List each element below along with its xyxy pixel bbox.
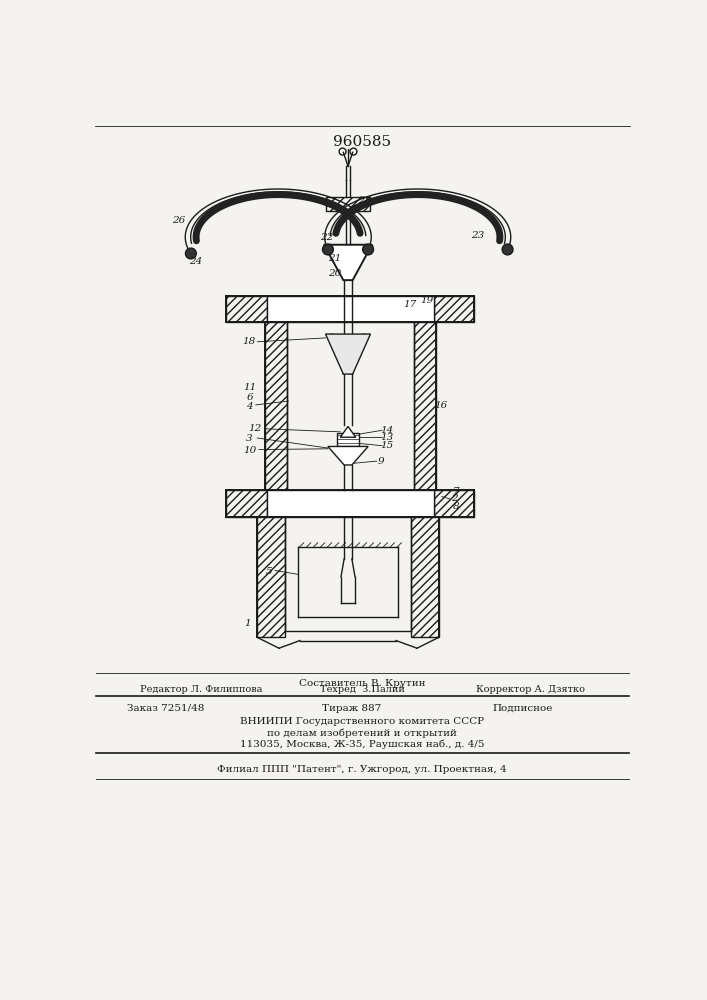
Bar bbox=[226, 490, 267, 517]
Text: 9: 9 bbox=[378, 457, 385, 466]
Text: Филиал ППП "Патент", г. Ужгород, ул. Проектная, 4: Филиал ППП "Патент", г. Ужгород, ул. Про… bbox=[217, 765, 507, 774]
Text: Техред  З.Палий: Техред З.Палий bbox=[320, 685, 404, 694]
Text: Редактор Л. Филиппова: Редактор Л. Филиппова bbox=[139, 685, 262, 694]
Polygon shape bbox=[324, 245, 372, 280]
Bar bbox=[414, 322, 436, 490]
Text: 960585: 960585 bbox=[333, 135, 391, 149]
Text: 16: 16 bbox=[434, 401, 448, 410]
Circle shape bbox=[185, 248, 197, 259]
Text: 18: 18 bbox=[243, 337, 255, 346]
Circle shape bbox=[322, 244, 333, 255]
Bar bbox=[434, 490, 474, 517]
Bar bbox=[267, 490, 434, 517]
Text: Тираж 887: Тираж 887 bbox=[322, 704, 382, 713]
Text: 26: 26 bbox=[172, 216, 185, 225]
Text: Заказ 7251/48: Заказ 7251/48 bbox=[127, 704, 204, 713]
Polygon shape bbox=[325, 334, 370, 374]
Circle shape bbox=[363, 244, 373, 255]
Bar bbox=[265, 322, 287, 490]
Text: ВНИИПИ Государственного комитета СССР: ВНИИПИ Государственного комитета СССР bbox=[240, 717, 484, 726]
Circle shape bbox=[502, 244, 513, 255]
Text: 1: 1 bbox=[244, 619, 250, 628]
Text: по делам изобретений и открытий: по делам изобретений и открытий bbox=[267, 728, 457, 738]
Text: 20: 20 bbox=[328, 269, 341, 278]
Bar bbox=[411, 517, 438, 637]
Text: 3: 3 bbox=[245, 434, 252, 443]
Text: 7: 7 bbox=[453, 487, 460, 496]
Text: 17: 17 bbox=[404, 300, 416, 309]
Bar bbox=[226, 296, 267, 322]
Bar bbox=[434, 296, 474, 322]
Text: 2: 2 bbox=[451, 494, 457, 503]
Text: 12: 12 bbox=[248, 424, 262, 433]
Text: 5: 5 bbox=[266, 567, 272, 576]
Text: 19: 19 bbox=[421, 296, 433, 305]
Text: 4: 4 bbox=[246, 402, 253, 411]
Text: 22: 22 bbox=[320, 233, 333, 242]
Bar bbox=[257, 517, 285, 637]
Bar bbox=[267, 296, 434, 322]
Text: Корректор А. Дзятко: Корректор А. Дзятко bbox=[476, 685, 585, 694]
Text: 21: 21 bbox=[328, 254, 341, 263]
Text: 13: 13 bbox=[380, 433, 393, 442]
Polygon shape bbox=[328, 446, 368, 465]
Text: 23: 23 bbox=[471, 231, 484, 240]
Text: 11: 11 bbox=[243, 383, 256, 392]
Text: 6: 6 bbox=[246, 393, 253, 402]
Bar bbox=[337, 433, 359, 446]
Polygon shape bbox=[340, 426, 356, 437]
Text: Подписное: Подписное bbox=[492, 704, 553, 713]
Text: 15: 15 bbox=[380, 441, 393, 450]
Bar bbox=[325, 197, 370, 211]
Text: 14: 14 bbox=[380, 426, 393, 435]
Text: 8: 8 bbox=[453, 502, 460, 511]
Text: 24: 24 bbox=[189, 257, 202, 266]
Text: 10: 10 bbox=[243, 446, 256, 455]
Text: Составитель В. Крутин: Составитель В. Крутин bbox=[298, 679, 425, 688]
Text: 113035, Москва, Ж-35, Раушская наб., д. 4/5: 113035, Москва, Ж-35, Раушская наб., д. … bbox=[240, 740, 484, 749]
Text: 25: 25 bbox=[358, 196, 372, 205]
